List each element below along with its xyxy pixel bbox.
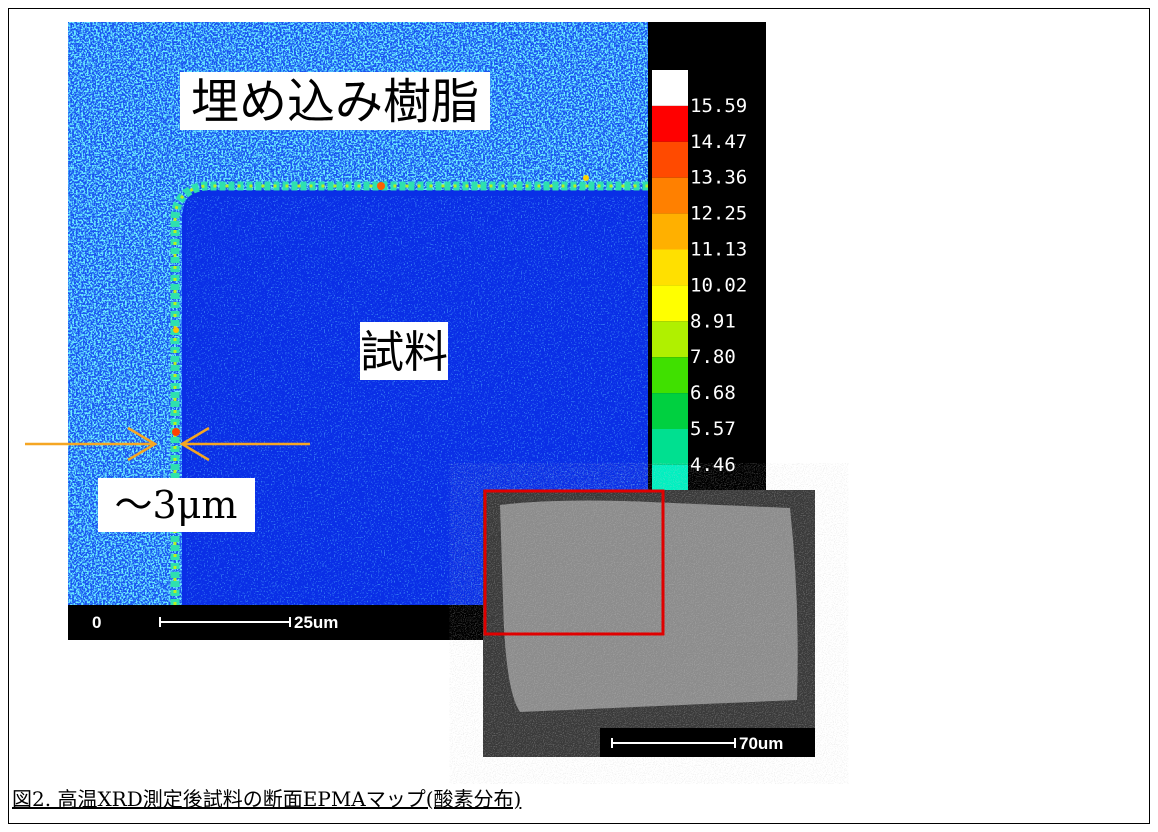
colorbar-label: 15.59 [690, 95, 747, 117]
colorbar-label: 13.36 [690, 167, 747, 189]
sample-label: 試料 [360, 327, 448, 378]
inset-scale-length: 70um [739, 734, 783, 753]
colorbar-label: 7.80 [690, 346, 736, 368]
colorbar-swatch [652, 464, 688, 490]
label-box [360, 322, 448, 380]
colorbar-swatch [652, 105, 688, 142]
arrows [25, 426, 310, 462]
colorbar-label: 11.13 [690, 239, 747, 261]
colorbar-label: 14.47 [690, 131, 747, 153]
inset-highlight [483, 489, 665, 636]
colorbar: 15.59 14.47 13.36 12.25 11.13 10.02 8.91 7.80 6.… [652, 70, 747, 490]
scale-bar [159, 617, 291, 627]
colorbar-label: 10.02 [690, 274, 747, 296]
colorbar-label: 5.57 [690, 418, 736, 440]
colorbar-swatch [652, 429, 688, 465]
label-box [180, 72, 490, 130]
inset-scale-bar [611, 738, 736, 748]
frame [8, 8, 1150, 824]
thickness-label: 〜3μm [115, 483, 238, 527]
colorbar-label: 8.91 [690, 310, 736, 332]
colorbar-label: 12.25 [690, 203, 747, 225]
colorbar-label: 4.46 [690, 454, 736, 476]
inset-grain [483, 490, 815, 757]
colorbar-swatch [652, 321, 688, 358]
resin-label: 埋め込み樹脂 [191, 74, 479, 130]
label-box [98, 478, 255, 532]
colorbar-swatch [652, 141, 688, 178]
colorbar-swatch [652, 249, 688, 286]
scale-zero: 0 [92, 613, 101, 632]
colorbar-label: 6.68 [690, 382, 736, 404]
caption: 図2. 高温XRD測定後試料の断面EPMAマップ(酸素分布) [12, 787, 521, 811]
colorbar-swatch [652, 70, 688, 106]
colorbar-swatch [652, 285, 688, 322]
colorbar-swatch [652, 393, 688, 429]
colorbar-swatch [652, 213, 688, 250]
scale-length: 25um [294, 613, 338, 632]
colorbar-swatch [652, 177, 688, 214]
colorbar-swatch [652, 357, 688, 394]
